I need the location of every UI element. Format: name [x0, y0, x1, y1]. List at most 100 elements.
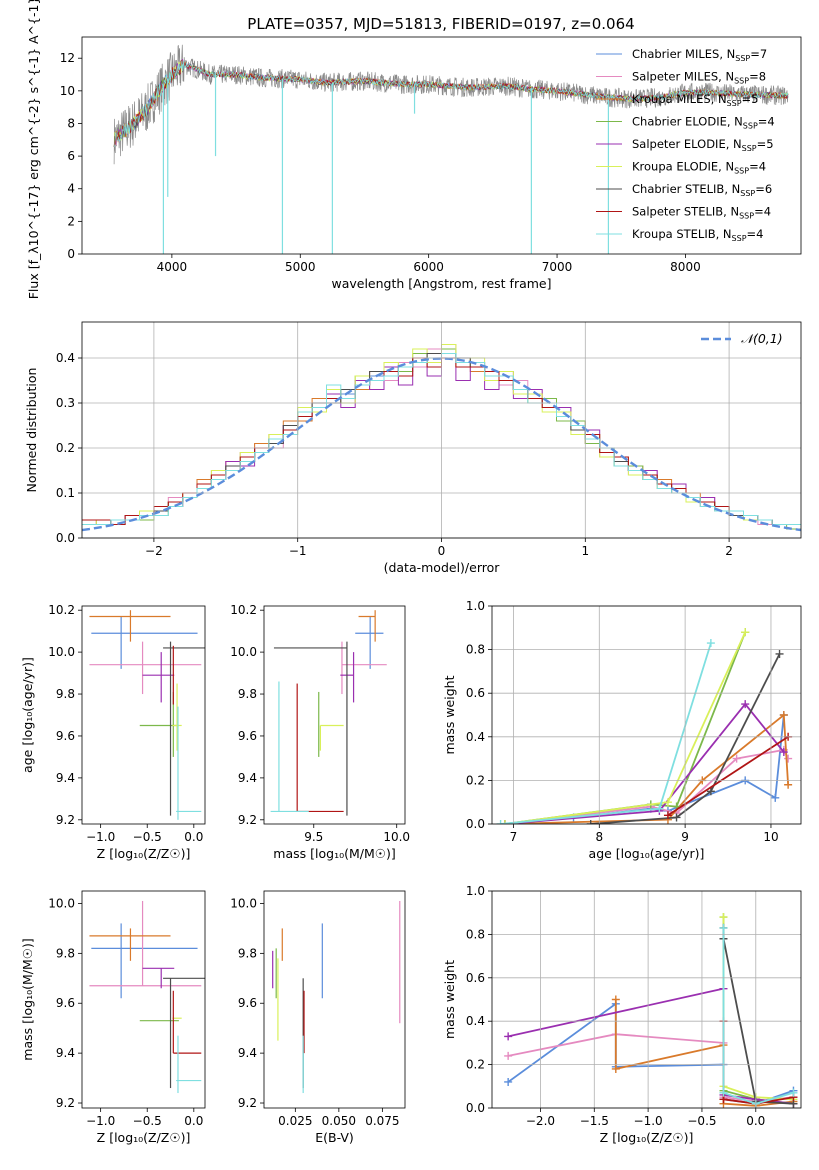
- mass-weight-marker: [784, 754, 793, 763]
- x-tick-label: 7: [510, 830, 518, 844]
- legend-subscript: SSP: [735, 54, 750, 63]
- y-tick-label: 2: [67, 214, 75, 228]
- mass-weight-marker: [611, 995, 620, 1004]
- x-tick-label: −1.5: [580, 1114, 609, 1128]
- mass-weight-marker: [732, 754, 741, 763]
- x-tick-label: 4000: [157, 260, 188, 274]
- y-tick-label: 9.4: [238, 1046, 257, 1060]
- y-axis-label: Flux [f_λ10^{-17} erg cm^{-2} s^{-1} A^{…: [26, 0, 41, 299]
- legend-label: Chabrier ELODIE, NSSP=4: [632, 115, 775, 131]
- mass-weight-marker: [706, 639, 715, 648]
- x-tick-label: 10.0: [383, 830, 410, 844]
- legend-count: =7: [750, 47, 767, 61]
- legend-label: Kroupa ELODIE, NSSP=4: [632, 160, 766, 176]
- axes-1: −2 −1 0 1 2 0.0 0.1 0.2 0.3 0.4 (data-model)/error…: [24, 321, 802, 575]
- legend-subscript: SSP: [743, 122, 758, 131]
- mass-weight-series: [507, 1002, 794, 1105]
- mass-weight-marker: [496, 820, 505, 824]
- legend-count: =4: [758, 115, 775, 129]
- y-tick-label: 9.4: [238, 771, 257, 785]
- x-axis-label: age [log₁₀(age/yr)]: [589, 846, 705, 861]
- legend-subscript: SSP: [732, 234, 747, 243]
- legend-count: =4: [747, 227, 764, 241]
- y-axis-label: Normed distribution: [24, 368, 39, 493]
- axes-frame: [81, 36, 802, 255]
- axes-frame: [81, 605, 206, 825]
- model-spectrum: [113, 60, 789, 147]
- mass-weight-series: [722, 917, 794, 1101]
- y-tick-label: 9.6: [56, 729, 75, 743]
- y-tick-label: 0.2: [466, 1058, 485, 1072]
- legend-count: =4: [749, 160, 766, 174]
- mass-weight-marker: [504, 1032, 513, 1041]
- x-tick-label: −1.0: [634, 1114, 663, 1128]
- mass-weight-marker: [500, 820, 509, 824]
- mass-weight-series: [722, 1021, 794, 1105]
- x-tick-label: 8000: [670, 260, 701, 274]
- mass-weight-series: [667, 736, 789, 817]
- axes-frame: [263, 890, 406, 1109]
- y-tick-label: 9.6: [238, 996, 257, 1010]
- y-tick-label: 9.8: [56, 687, 75, 701]
- x-axis-label: E(B-V): [315, 1130, 354, 1145]
- x-tick-label: 9: [681, 830, 689, 844]
- x-tick-label: −1.0: [86, 1114, 115, 1128]
- mass-weight-marker: [741, 700, 750, 709]
- x-tick-label: 7000: [542, 260, 573, 274]
- legend-label: Salpeter STELIB, NSSP=4: [632, 205, 771, 221]
- x-tick-label: 0.0: [746, 1114, 765, 1128]
- y-tick-label: 10.2: [48, 603, 75, 617]
- y-tick-label: 0.0: [466, 817, 485, 831]
- plot-area-0: [113, 44, 789, 254]
- y-tick-label: 9.2: [56, 1096, 75, 1110]
- mass-weight-marker: [504, 1051, 513, 1060]
- x-tick-label: 0: [438, 544, 446, 558]
- axes-3: 9.5 10.0 9.2 9.4 9.6 9.8 10.0 10.2 mass [log₁₀(M…: [230, 603, 410, 861]
- y-tick-label: 0: [67, 247, 75, 261]
- y-tick-label: 0.4: [56, 351, 75, 365]
- x-tick-label: −2: [145, 544, 163, 558]
- y-tick-label: 0.0: [56, 531, 75, 545]
- y-tick-label: 0.6: [466, 686, 485, 700]
- y-tick-label: 0.8: [466, 927, 485, 941]
- y-tick-label: 0.0: [466, 1101, 485, 1115]
- y-tick-label: 0.3: [56, 396, 75, 410]
- x-tick-label: −0.5: [687, 1114, 716, 1128]
- x-tick-label: 0.0: [184, 1114, 203, 1128]
- x-axis-label: (data-model)/error: [384, 560, 501, 575]
- mass-weight-series: [500, 642, 712, 824]
- y-tick-label: 10.0: [48, 645, 75, 659]
- mass-weight-series: [504, 702, 785, 824]
- mass-weight-marker: [775, 649, 784, 658]
- mass-weight-marker: [779, 711, 788, 719]
- y-tick-label: 8: [67, 116, 75, 130]
- mass-weight-series: [590, 653, 781, 824]
- x-tick-label: 0.025: [278, 1114, 312, 1128]
- mass-weight-marker: [779, 748, 788, 757]
- y-tick-label: 0.2: [56, 441, 75, 455]
- y-tick-label: 0.1: [56, 486, 75, 500]
- y-tick-label: 10.0: [230, 645, 257, 659]
- y-tick-label: 10: [60, 84, 75, 98]
- y-axis-label: mass weight: [442, 675, 457, 754]
- x-tick-label: 1: [581, 544, 589, 558]
- plot-area-5: [89, 900, 205, 1094]
- mass-weight-series: [722, 917, 794, 1105]
- mass-weight-marker: [784, 780, 793, 789]
- legend-label: Chabrier STELIB, NSSP=6: [632, 182, 772, 198]
- x-tick-label: 10: [763, 830, 778, 844]
- y-tick-label: 9.2: [238, 1096, 257, 1110]
- x-tick-label: −0.5: [133, 830, 162, 844]
- y-tick-label: 0.4: [466, 1014, 485, 1028]
- legend-subscript: SSP: [734, 167, 749, 176]
- x-tick-label: 9.5: [304, 830, 323, 844]
- x-tick-label: 0.0: [184, 830, 203, 844]
- legend-count: =5: [742, 92, 759, 106]
- y-axis-label: mass [log₁₀(M/M☉)]: [20, 938, 35, 1060]
- x-tick-label: −0.5: [133, 1114, 162, 1128]
- y-tick-label: 9.6: [238, 729, 257, 743]
- x-axis-label: wavelength [Angstrom, rest frame]: [331, 276, 551, 291]
- y-tick-label: 10.0: [48, 896, 75, 910]
- x-tick-label: 0.050: [322, 1114, 356, 1128]
